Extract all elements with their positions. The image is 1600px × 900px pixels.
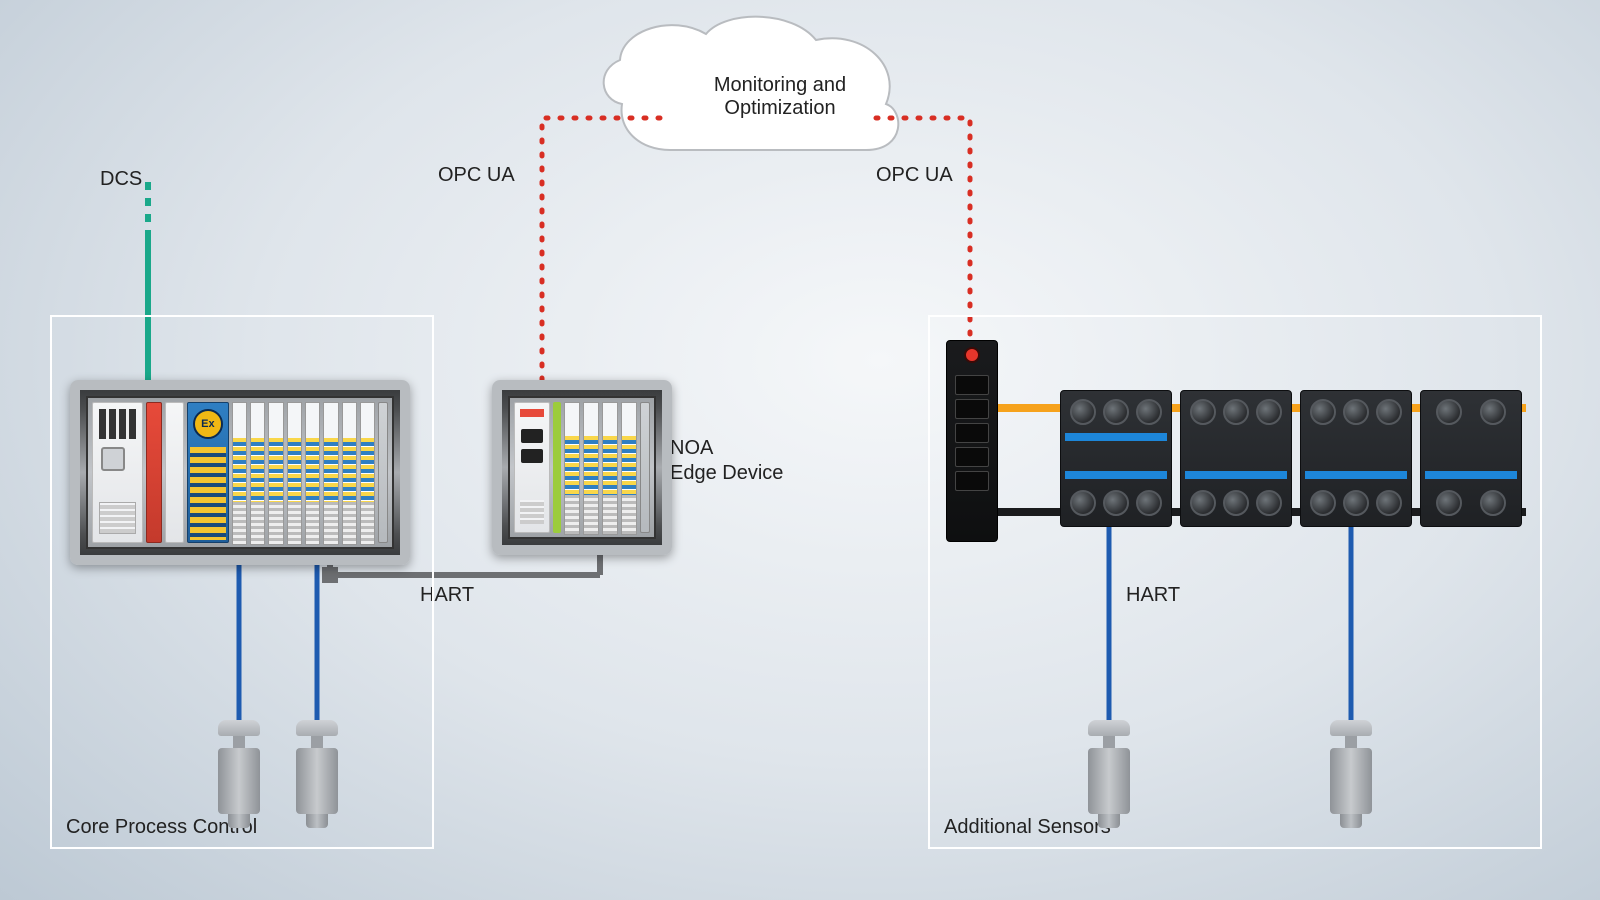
noa-edge-device-enclosure xyxy=(492,380,672,555)
noa-cpu-module xyxy=(514,402,550,533)
noa-end-cap xyxy=(640,402,650,533)
ip67-module-1 xyxy=(1060,390,1172,527)
ex-badge-icon: Ex xyxy=(193,409,223,439)
noa-green-strip xyxy=(553,402,561,533)
cloud-label-line2: Optimization xyxy=(700,97,860,120)
coupler-port-1 xyxy=(955,375,989,395)
coupler-port-5 xyxy=(955,471,989,491)
opc-ua-left-link xyxy=(542,118,660,380)
ex-module: Ex xyxy=(187,402,229,543)
io-terminal-5 xyxy=(305,402,320,545)
core-enclosure-modules: Ex xyxy=(86,396,394,549)
ip67-module-4 xyxy=(1420,390,1522,527)
sensor-3 xyxy=(1088,720,1130,828)
ex-module-leds xyxy=(190,447,226,540)
io-terminal-6 xyxy=(323,402,338,545)
io-terminal-7 xyxy=(342,402,357,545)
noa-io-4 xyxy=(621,402,637,535)
io-terminal-8 xyxy=(360,402,375,545)
ip67-module-2 xyxy=(1180,390,1292,527)
io-terminal-1 xyxy=(232,402,247,545)
opc-ua-right-link xyxy=(876,118,970,340)
coupler-port-2 xyxy=(955,399,989,419)
noa-enclosure-modules xyxy=(508,396,656,539)
coupler-port-4 xyxy=(955,447,989,467)
additional-sensors-caption: Additional Sensors xyxy=(944,816,1111,839)
noa-io-2 xyxy=(583,402,599,535)
noa-line1: NOA xyxy=(670,436,783,461)
core-process-control-enclosure: Ex xyxy=(70,380,410,565)
io-terminal-2 xyxy=(250,402,265,545)
io-terminal-4 xyxy=(287,402,302,545)
noa-io-3 xyxy=(602,402,618,535)
opc-ua-right-label: OPC UA xyxy=(876,164,953,187)
ipc-module xyxy=(92,402,143,543)
spacer-module-1 xyxy=(165,402,184,543)
dcs-label: DCS xyxy=(100,168,142,191)
cloud-label: Monitoring and Optimization xyxy=(700,74,860,120)
bus-coupler-module xyxy=(146,402,161,543)
coupler-port-3 xyxy=(955,423,989,443)
noa-io-1 xyxy=(564,402,580,535)
ethercat-coupler xyxy=(946,340,998,542)
ip67-module-3 xyxy=(1300,390,1412,527)
sensor-2 xyxy=(296,720,338,828)
coupler-status-led xyxy=(964,347,980,363)
cloud-label-line1: Monitoring and xyxy=(700,74,860,97)
sensor-4 xyxy=(1330,720,1372,828)
noa-edge-device-label: NOA Edge Device xyxy=(670,436,783,486)
noa-line2: Edge Device xyxy=(670,461,783,486)
io-terminal-3 xyxy=(268,402,283,545)
opc-ua-left-label: OPC UA xyxy=(438,164,515,187)
sensor-1 xyxy=(218,720,260,828)
end-cap-left xyxy=(378,402,388,543)
